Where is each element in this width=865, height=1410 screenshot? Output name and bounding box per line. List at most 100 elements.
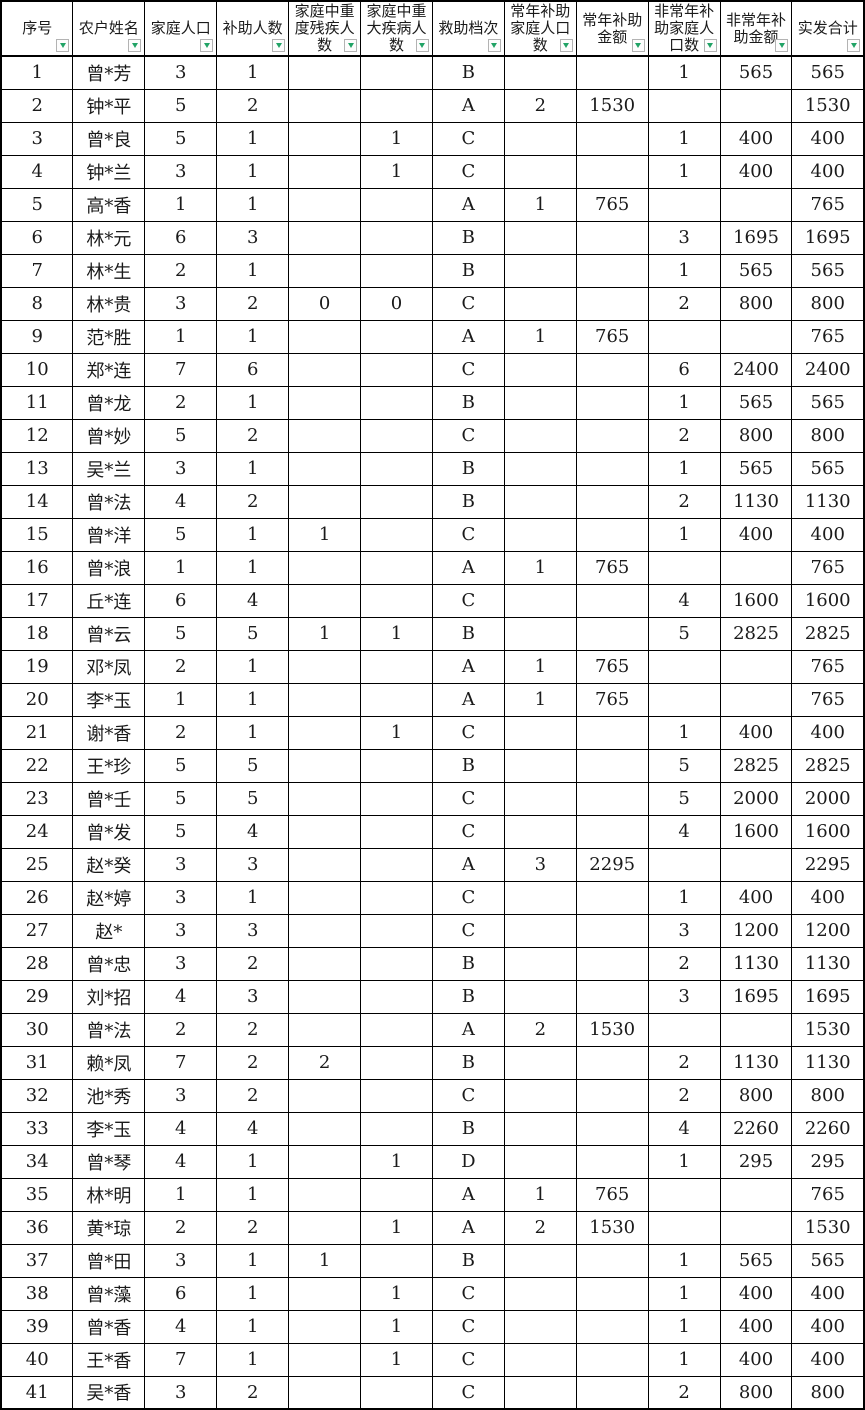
cell[interactable]: 565: [791, 55, 865, 90]
cell[interactable]: B: [431, 946, 505, 981]
cell[interactable]: [503, 1045, 577, 1080]
cell[interactable]: 5: [0, 187, 74, 222]
cell[interactable]: [360, 187, 433, 222]
cell[interactable]: B: [431, 220, 505, 255]
cell[interactable]: 1: [647, 121, 721, 156]
cell[interactable]: [288, 1375, 362, 1410]
cell[interactable]: 1: [144, 187, 218, 222]
cell[interactable]: 曾*田: [72, 1243, 146, 1278]
filter-button[interactable]: [272, 39, 286, 52]
cell[interactable]: 3: [503, 847, 577, 882]
cell[interactable]: [288, 1342, 362, 1377]
cell[interactable]: [719, 1012, 793, 1047]
cell[interactable]: 565: [719, 55, 793, 90]
cell[interactable]: 2: [647, 1375, 721, 1410]
cell[interactable]: 6: [144, 1276, 218, 1311]
cell[interactable]: C: [431, 1342, 505, 1377]
cell[interactable]: 2: [216, 418, 290, 453]
cell[interactable]: [288, 220, 362, 255]
cell[interactable]: [288, 649, 362, 684]
cell[interactable]: [360, 1045, 433, 1080]
cell[interactable]: 1: [216, 319, 290, 354]
cell[interactable]: 400: [791, 1276, 865, 1311]
cell[interactable]: 1: [216, 187, 290, 222]
cell[interactable]: 400: [791, 880, 865, 915]
cell[interactable]: 34: [0, 1144, 74, 1179]
cell[interactable]: 2: [503, 1210, 577, 1245]
cell[interactable]: 1530: [575, 88, 649, 123]
cell[interactable]: 2000: [719, 781, 793, 816]
cell[interactable]: [575, 781, 649, 816]
filter-button[interactable]: [775, 39, 789, 52]
cell[interactable]: A: [431, 319, 505, 354]
cell[interactable]: 7: [144, 352, 218, 387]
cell[interactable]: 赵*: [72, 913, 146, 948]
cell[interactable]: A: [431, 187, 505, 222]
cell[interactable]: [503, 1375, 577, 1410]
cell[interactable]: [288, 1012, 362, 1047]
cell[interactable]: [360, 583, 433, 618]
cell[interactable]: 5: [216, 781, 290, 816]
cell[interactable]: 30: [0, 1012, 74, 1047]
cell[interactable]: 22: [0, 748, 74, 783]
cell[interactable]: [575, 1144, 649, 1179]
cell[interactable]: [288, 1309, 362, 1344]
cell[interactable]: 1: [216, 1276, 290, 1311]
cell[interactable]: 765: [575, 682, 649, 717]
cell[interactable]: 1: [503, 187, 577, 222]
cell[interactable]: 400: [719, 715, 793, 750]
cell[interactable]: [288, 187, 362, 222]
column-header-3[interactable]: 家庭人口: [144, 0, 218, 57]
cell[interactable]: [575, 979, 649, 1014]
cell[interactable]: [288, 319, 362, 354]
cell[interactable]: 3: [144, 286, 218, 321]
cell[interactable]: 2: [288, 1045, 362, 1080]
cell[interactable]: D: [431, 1144, 505, 1179]
cell[interactable]: 1530: [791, 1210, 865, 1245]
cell[interactable]: [719, 319, 793, 354]
cell[interactable]: 2: [216, 946, 290, 981]
cell[interactable]: [719, 1210, 793, 1245]
cell[interactable]: C: [431, 880, 505, 915]
cell[interactable]: 1530: [791, 1012, 865, 1047]
cell[interactable]: [575, 1078, 649, 1113]
column-header-11[interactable]: 非常年补助金额: [719, 0, 793, 57]
cell[interactable]: [575, 583, 649, 618]
cell[interactable]: 6: [0, 220, 74, 255]
cell[interactable]: 2295: [791, 847, 865, 882]
filter-button[interactable]: [415, 39, 429, 52]
cell[interactable]: 1: [216, 253, 290, 288]
cell[interactable]: 5: [144, 418, 218, 453]
cell[interactable]: [575, 121, 649, 156]
cell[interactable]: C: [431, 781, 505, 816]
cell[interactable]: [575, 1045, 649, 1080]
cell[interactable]: 2: [503, 1012, 577, 1047]
cell[interactable]: 765: [791, 1177, 865, 1212]
cell[interactable]: 4: [0, 154, 74, 189]
cell[interactable]: 400: [791, 154, 865, 189]
cell[interactable]: [647, 1012, 721, 1047]
cell[interactable]: 2260: [719, 1111, 793, 1146]
cell[interactable]: 1: [360, 121, 433, 156]
cell[interactable]: [575, 451, 649, 486]
cell[interactable]: 32: [0, 1078, 74, 1113]
cell[interactable]: B: [431, 55, 505, 90]
cell[interactable]: [503, 913, 577, 948]
cell[interactable]: 5: [216, 748, 290, 783]
cell[interactable]: C: [431, 286, 505, 321]
column-header-9[interactable]: 常年补助金额: [575, 0, 649, 57]
cell[interactable]: [288, 121, 362, 156]
cell[interactable]: 2: [503, 88, 577, 123]
cell[interactable]: 2: [216, 1375, 290, 1410]
column-header-4[interactable]: 补助人数: [216, 0, 290, 57]
column-header-12[interactable]: 实发合计: [791, 0, 865, 57]
cell[interactable]: 4: [144, 1111, 218, 1146]
cell[interactable]: 曾*藻: [72, 1276, 146, 1311]
cell[interactable]: [575, 1111, 649, 1146]
cell[interactable]: [503, 385, 577, 420]
cell[interactable]: [647, 1210, 721, 1245]
cell[interactable]: [288, 715, 362, 750]
cell[interactable]: 4: [647, 583, 721, 618]
cell[interactable]: 1: [360, 715, 433, 750]
cell[interactable]: [575, 517, 649, 552]
